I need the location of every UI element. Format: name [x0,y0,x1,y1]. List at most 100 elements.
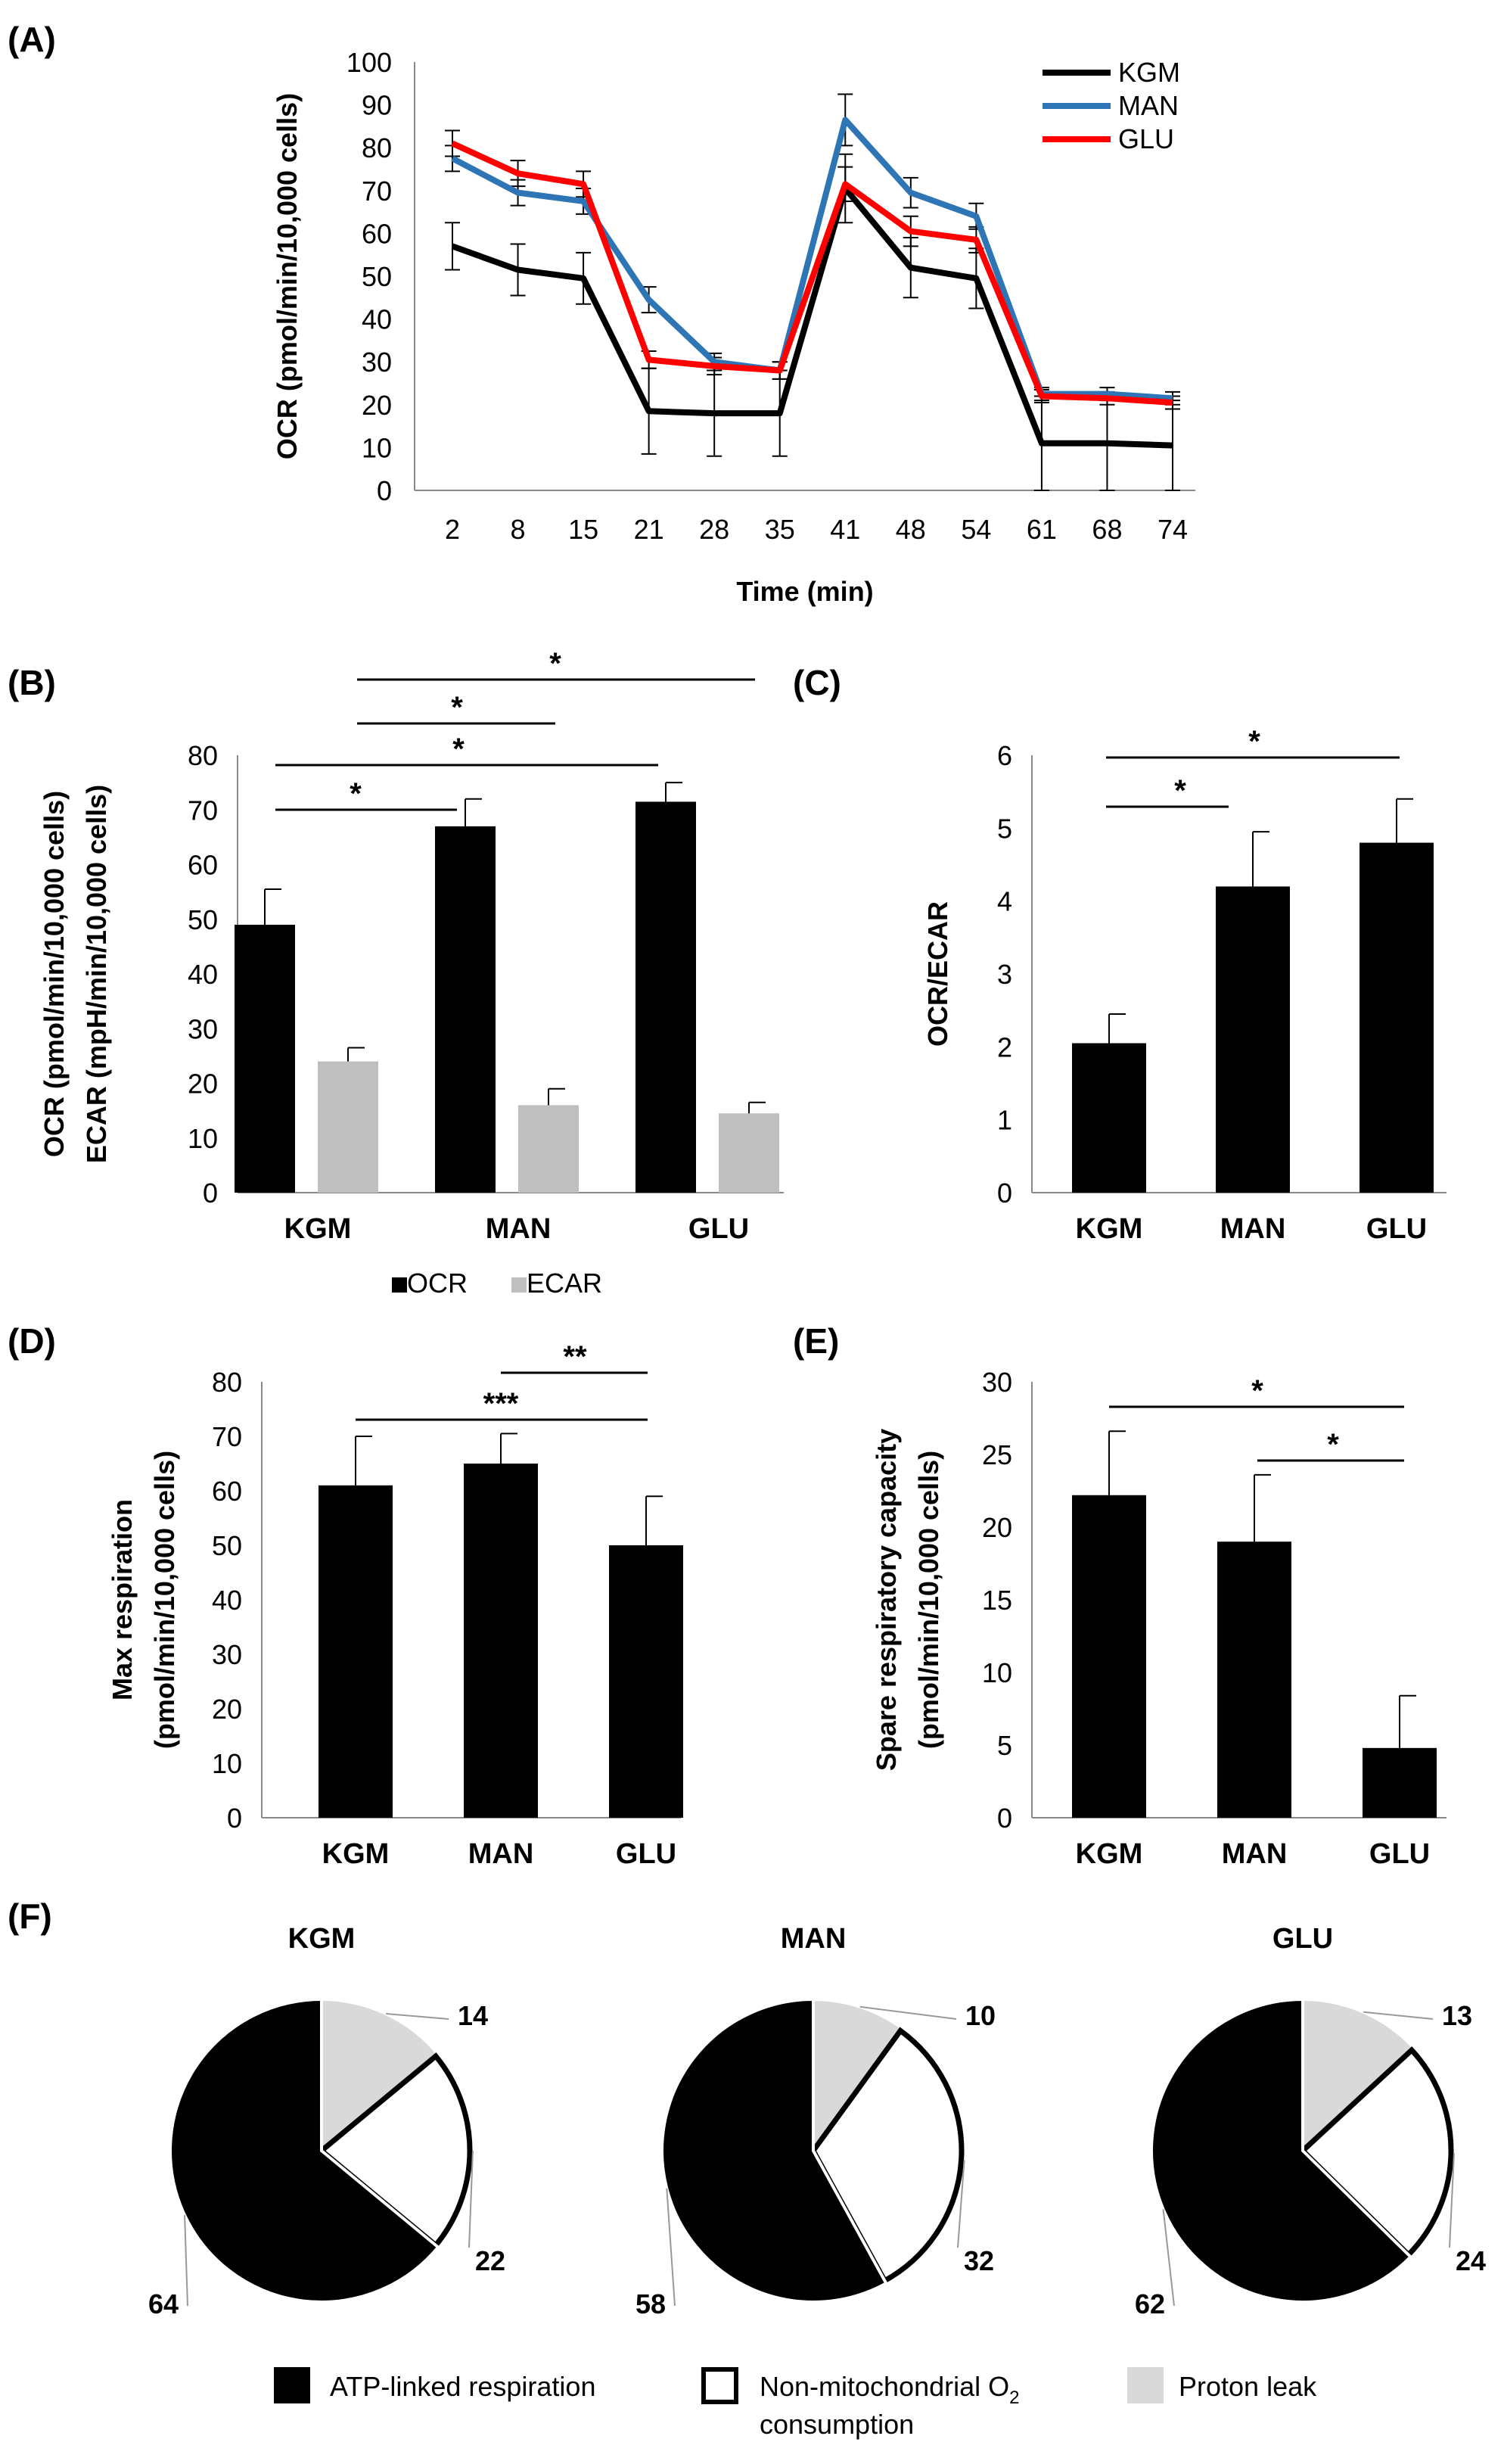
panel-b-significance-label: * [350,777,362,810]
panel-b-y-tick-label: 70 [188,795,218,826]
panel-b-bar-ocr [435,826,496,1193]
f-legend-swatch-atp [274,2367,310,2403]
panel-d-label: (D) [8,1321,56,1361]
f-value-atp-linked: 62 [1135,2288,1165,2319]
panel-c-y-tick-label: 2 [997,1031,1012,1062]
panel-e-category-label: MAN [1222,1838,1288,1870]
a-x-tick-label: 48 [896,514,926,545]
a-y-tick-label: 30 [362,347,392,378]
a-y-tick-label: 70 [362,176,392,207]
a-y-tick-label: 0 [377,475,392,506]
a-y-tick-label: 90 [362,90,392,121]
b-legend-label: ECAR [527,1268,602,1299]
panel-e-y-tick-label: 0 [997,1803,1012,1834]
panel-b-y-tick-label: 20 [188,1069,218,1100]
panel-e-category-label: KGM [1076,1838,1143,1870]
f-leader-line [1449,2153,1455,2248]
panel-d-y-axis-title: (pmol/min/10,000 cells) [149,1451,180,1749]
panel-a-label: (A) [8,20,56,59]
a-x-tick-label: 28 [699,514,729,545]
panel-e-y-tick-label: 5 [997,1730,1012,1761]
panel-e-y-tick-label: 15 [982,1585,1012,1616]
a-y-tick-label: 100 [346,47,392,78]
panel-c-significance-label: * [1248,725,1260,758]
panel-b-y-tick-label: 30 [188,1013,218,1044]
a-x-tick-label: 74 [1158,514,1188,545]
panel-c-y-axis-title: OCR/ECAR [922,901,953,1047]
panel-c-category-label: KGM [1076,1213,1143,1245]
b-legend-label: OCR [407,1268,468,1299]
f-legend-swatch-non-mito [701,2367,738,2404]
panel-c-significance-label: * [1174,774,1186,807]
f-leader-line [859,2005,957,2020]
f-value-atp-linked: 64 [148,2288,179,2319]
panel-b-y-tick-label: 60 [188,850,218,881]
panel-c-bar-ocr-ecar [1216,886,1290,1193]
a-y-axis-title: OCR (pmol/min/10,000 cells) [272,93,303,459]
panel-c-label: (C) [793,663,841,702]
f-value-non-mitochondrial: 22 [475,2245,505,2276]
f-value-proton-leak: 10 [965,2000,996,2031]
f-value-proton-leak: 13 [1442,2000,1472,2031]
panel-c-bar-ocr-ecar [1072,1043,1146,1193]
a-y-tick-label: 50 [362,261,392,292]
a-x-tick-label: 54 [961,514,991,545]
panel-b-y-axis-title: OCR (pmol/min/10,000 cells) [39,791,70,1157]
panel-d-y-tick-label: 40 [212,1585,242,1616]
panel-d-y-axis-title: Max respiration [107,1499,138,1700]
f-value-proton-leak: 14 [458,2000,488,2031]
panel-e-y-tick-label: 30 [982,1367,1012,1398]
a-series-line-kgm [451,185,1173,449]
a-x-tick-label: 21 [634,514,664,545]
a-y-tick-label: 80 [362,132,392,163]
panel-e-y-tick-label: 20 [982,1512,1012,1543]
a-legend-label: KGM [1118,57,1180,88]
a-y-tick-label: 10 [362,432,392,463]
panel-e-y-tick-label: 10 [982,1657,1012,1688]
panel-c-y-tick-label: 1 [997,1105,1012,1136]
f-value-atp-linked: 58 [635,2288,666,2319]
f-slice-atp-linked [168,1997,440,2304]
panel-e-y-axis-title: Spare respiratory capacity [871,1429,902,1771]
f-legend-label-non-mito-sub: 2 [1009,2388,1019,2408]
panel-b-bar-ecar [719,1113,779,1193]
f-pie-title: GLU [1272,1923,1333,1955]
f-value-non-mitochondrial: 32 [964,2245,994,2276]
a-series-line-man [451,117,1173,402]
panel-d-bar-max-respiration [609,1545,683,1818]
a-x-tick-label: 2 [445,514,460,545]
panel-b-bar-ocr [635,801,696,1193]
panel-c-y-tick-label: 0 [997,1178,1012,1209]
f-slice-proton-leak [1301,1997,1416,2154]
panel-c-category-label: MAN [1220,1213,1286,1245]
panel-d-category-label: MAN [468,1838,534,1870]
a-y-tick-label: 20 [362,390,392,421]
a-x-tick-label: 8 [511,514,526,545]
f-leader-line [1162,2209,1175,2307]
panel-e-bar-spare-respiratory-capacity [1072,1495,1146,1818]
f-value-non-mitochondrial: 24 [1456,2245,1486,2276]
panel-c-y-tick-label: 3 [997,959,1012,990]
panel-d-significance-label: ** [563,1340,587,1374]
a-x-tick-label: 68 [1092,514,1122,545]
f-legend-label-non-mito: Non-mitochondrial O2 [760,2371,1020,2408]
f-legend-label-proton-leak: Proton leak [1179,2371,1317,2402]
panel-d-y-tick-label: 0 [227,1803,242,1834]
panel-e-y-tick-label: 25 [982,1439,1012,1470]
panel-f-label: (F) [8,1896,52,1936]
panel-b-y-tick-label: 10 [188,1123,218,1154]
panel-d-category-label: KGM [322,1838,390,1870]
a-x-tick-label: 15 [568,514,598,545]
panel-b-y-tick-label: 0 [203,1178,218,1209]
f-slice-atp-linked [1150,1997,1413,2304]
b-legend-swatch [511,1277,527,1293]
panel-b-bar-ecar [518,1105,579,1193]
panel-b-y-tick-label: 80 [188,740,218,771]
panel-d-bar-max-respiration [464,1464,538,1818]
a-y-tick-label: 60 [362,218,392,249]
panel-d-y-tick-label: 60 [212,1476,242,1507]
panel-c-category-label: GLU [1366,1213,1427,1245]
panel-d-bar-max-respiration [319,1485,393,1818]
